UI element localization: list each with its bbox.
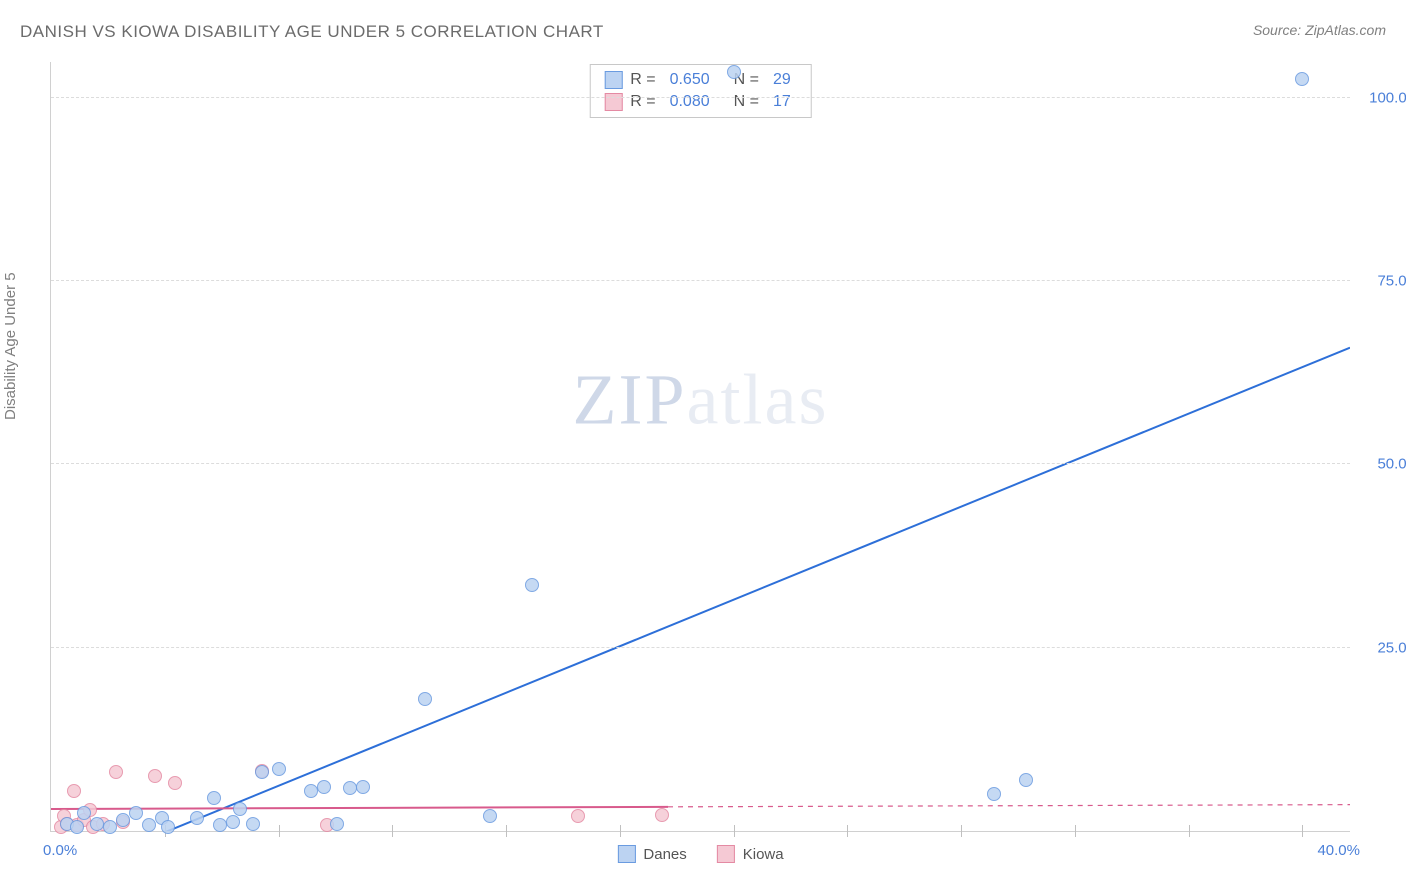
watermark-atlas: atlas <box>687 360 829 440</box>
plot-area: ZIPatlas R =0.650N =29R =0.080N =17 Dane… <box>50 62 1350 832</box>
data-point <box>233 802 247 816</box>
x-tick <box>506 825 507 837</box>
x-tick <box>961 825 962 837</box>
legend-row: R =0.650N =29 <box>604 69 797 91</box>
x-tick <box>392 825 393 837</box>
data-point <box>67 784 81 798</box>
legend-item: Kiowa <box>717 845 784 863</box>
x-tick <box>1189 825 1190 837</box>
data-point <box>109 765 123 779</box>
legend-swatch <box>604 71 622 89</box>
data-point <box>255 765 269 779</box>
data-point <box>418 692 432 706</box>
watermark-zip: ZIP <box>573 360 687 440</box>
data-point <box>142 818 156 832</box>
y-tick-label: 75.0% <box>1360 273 1406 290</box>
data-point <box>317 780 331 794</box>
data-point <box>571 809 585 823</box>
data-point <box>343 781 357 795</box>
data-point <box>70 820 84 834</box>
data-point <box>190 811 204 825</box>
data-point <box>168 776 182 790</box>
data-point <box>987 787 1001 801</box>
y-axis-label: Disability Age Under 5 <box>2 272 19 420</box>
legend-row: R =0.080N =17 <box>604 91 797 113</box>
chart-title: DANISH VS KIOWA DISABILITY AGE UNDER 5 C… <box>20 22 604 42</box>
data-point <box>116 813 130 827</box>
data-point <box>655 808 669 822</box>
gridline <box>51 647 1350 648</box>
data-point <box>1019 773 1033 787</box>
legend-item: Danes <box>617 845 686 863</box>
x-tick <box>620 825 621 837</box>
y-tick-label: 25.0% <box>1360 639 1406 656</box>
data-point <box>525 578 539 592</box>
data-point <box>304 784 318 798</box>
data-point <box>246 817 260 831</box>
data-point <box>103 820 117 834</box>
data-point <box>1295 72 1309 86</box>
data-point <box>207 791 221 805</box>
data-point <box>77 806 91 820</box>
gridline <box>51 463 1350 464</box>
data-point <box>727 65 741 79</box>
legend-r-label: R = <box>630 71 655 89</box>
data-point <box>226 815 240 829</box>
legend-bottom: Danes Kiowa <box>617 845 783 863</box>
chart-container: DANISH VS KIOWA DISABILITY AGE UNDER 5 C… <box>0 0 1406 892</box>
x-tick <box>847 825 848 837</box>
x-tick <box>1075 825 1076 837</box>
legend-swatch <box>617 845 635 863</box>
x-axis-min-label: 0.0% <box>43 842 77 859</box>
data-point <box>483 809 497 823</box>
y-tick-label: 50.0% <box>1360 456 1406 473</box>
legend-n-value: 29 <box>773 71 791 89</box>
regression-lines <box>51 62 1350 831</box>
gridline <box>51 97 1350 98</box>
data-point <box>272 762 286 776</box>
data-point <box>90 817 104 831</box>
gridline <box>51 280 1350 281</box>
legend-label: Kiowa <box>743 846 784 863</box>
x-axis-max-label: 40.0% <box>1317 842 1360 859</box>
source-attribution: Source: ZipAtlas.com <box>1253 22 1386 38</box>
legend-top: R =0.650N =29R =0.080N =17 <box>589 64 812 118</box>
data-point <box>148 769 162 783</box>
legend-label: Danes <box>643 846 686 863</box>
x-tick <box>734 825 735 837</box>
y-tick-label: 100.0% <box>1360 89 1406 106</box>
data-point <box>356 780 370 794</box>
legend-swatch <box>717 845 735 863</box>
data-point <box>213 818 227 832</box>
legend-r-value: 0.650 <box>670 71 710 89</box>
x-tick <box>1302 825 1303 837</box>
x-tick <box>279 825 280 837</box>
watermark: ZIPatlas <box>573 359 829 442</box>
data-point <box>330 817 344 831</box>
data-point <box>161 820 175 834</box>
data-point <box>129 806 143 820</box>
